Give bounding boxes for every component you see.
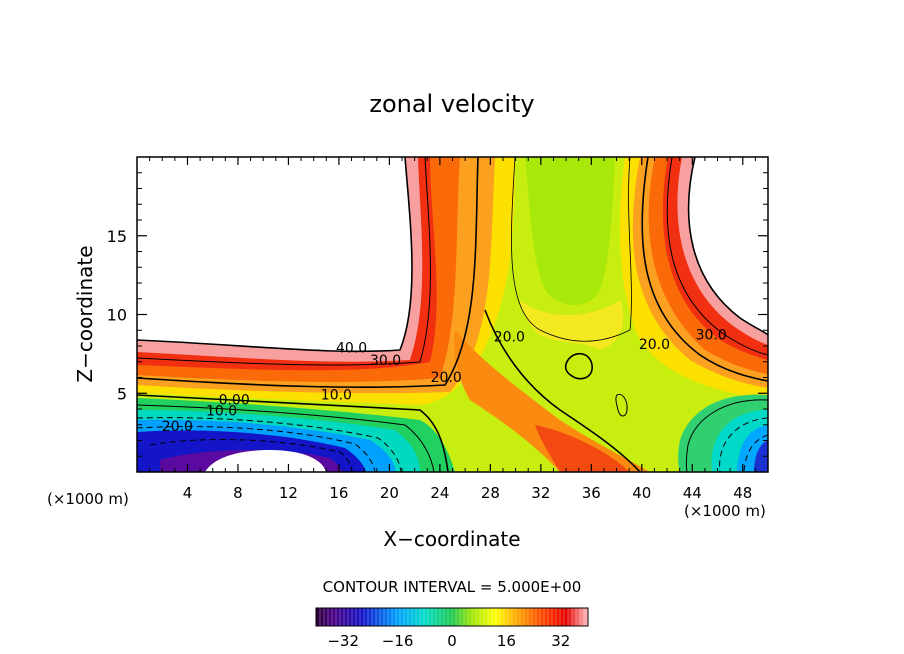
- colorbar-stripes: [319, 608, 585, 626]
- x-tick-label: 32: [531, 484, 550, 502]
- core-green: [525, 157, 615, 305]
- contour-neg30-left: [149, 439, 353, 472]
- contour-neg10-right: [719, 417, 768, 472]
- x-tick-label: 24: [430, 484, 449, 502]
- x-axis-label: X−coordinate: [383, 527, 520, 551]
- white-hole-left: [205, 450, 326, 472]
- contour-0-right: [685, 399, 768, 472]
- x-unit-left: (×1000 m): [47, 490, 129, 508]
- contour-label: 20.0: [162, 419, 193, 435]
- plot-area: [137, 157, 768, 472]
- band-yellow-green: [137, 157, 768, 472]
- contour-label: 30.0: [696, 328, 727, 344]
- colorbar-tick-label: 32: [551, 632, 570, 650]
- colorbar-ticks: −32 −16 0 16 32: [327, 632, 570, 650]
- contour-15-core: [511, 157, 632, 342]
- center-plume-inner: [535, 425, 630, 472]
- colorbar-tick-label: −16: [382, 632, 414, 650]
- colorbar-frame: [315, 607, 589, 627]
- contour-label: 10.0: [321, 388, 352, 404]
- contour-40-left: [137, 157, 413, 353]
- colorbar-tick-label: 0: [447, 632, 457, 650]
- contour-small-loop: [615, 393, 628, 417]
- x-tick-label: 40: [632, 484, 651, 502]
- x-tick-label: 8: [233, 484, 243, 502]
- x-tick-label: 48: [733, 484, 752, 502]
- contour-neg20-right: [743, 434, 768, 472]
- contour-30-left: [137, 157, 431, 366]
- contour-label: 10.0: [206, 403, 237, 419]
- chart-title: zonal velocity: [369, 90, 534, 118]
- colorbar-tick-label: −32: [327, 632, 359, 650]
- x-tick-label: 20: [380, 484, 399, 502]
- x-tick-label: 12: [279, 484, 298, 502]
- colorbar-fill: [316, 608, 588, 626]
- x-tick-label: 4: [183, 484, 193, 502]
- contour-20-center: [484, 309, 641, 472]
- contour-neg20-left: [137, 426, 376, 472]
- contour-0-left: [137, 404, 435, 472]
- contour-label: 40.0: [336, 340, 367, 356]
- contour-lines: [137, 157, 768, 472]
- contour-closed-loop: [564, 352, 593, 380]
- contour-30-right: [666, 157, 768, 356]
- core-yellow: [520, 300, 624, 350]
- colorbar-tick-label: 16: [497, 632, 516, 650]
- x-tick-label: 36: [582, 484, 601, 502]
- contour-10-left: [137, 394, 449, 472]
- contour-20-right: [641, 157, 768, 382]
- colorbar: −32 −16 0 16 32: [315, 607, 589, 650]
- contour-label: 20.0: [431, 370, 462, 386]
- contour-20-left: [137, 157, 479, 388]
- y-tick-label: 5: [117, 384, 127, 403]
- contour-interval-text: CONTOUR INTERVAL = 5.000E+00: [323, 578, 582, 596]
- contour-neg10-left: [137, 417, 402, 472]
- contour-label: 0.00: [219, 392, 250, 408]
- contour-label: 20.0: [494, 329, 525, 345]
- y-tick-label: 15: [107, 227, 127, 246]
- x-tick-label: 44: [683, 484, 702, 502]
- y-axis-label: Z−coordinate: [73, 245, 97, 382]
- contour-label: 20.0: [639, 337, 670, 353]
- x-unit-right: (×1000 m): [684, 502, 766, 520]
- y-tick-label: 10: [107, 306, 127, 325]
- x-tick-label: 28: [481, 484, 500, 502]
- x-tick-label: 16: [329, 484, 348, 502]
- contour-40-right: [687, 157, 768, 336]
- band-blue-right: [754, 440, 768, 472]
- contour-label: 30.0: [370, 353, 401, 369]
